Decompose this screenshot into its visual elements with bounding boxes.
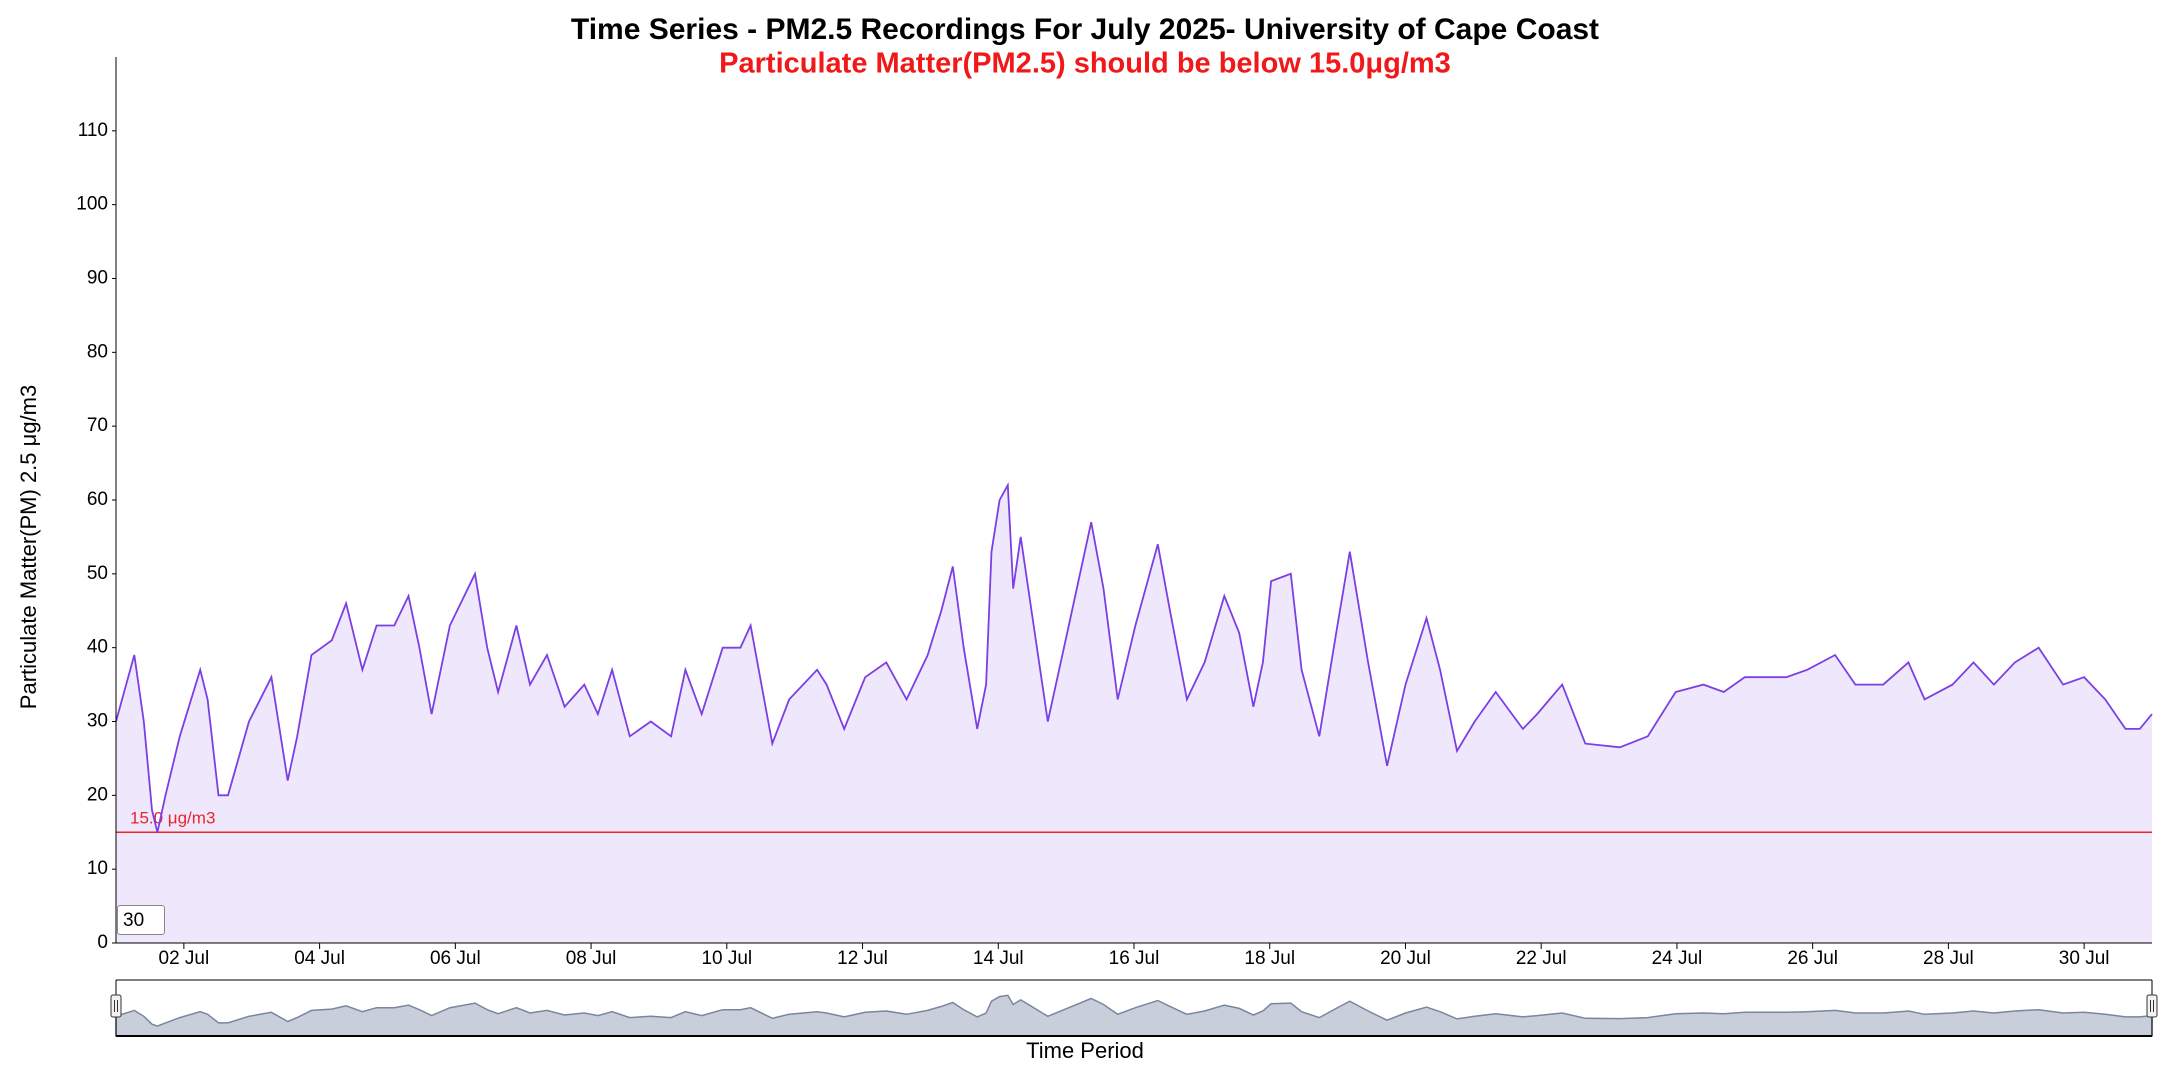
x-tick-label: 18 Jul	[1244, 948, 1295, 969]
y-tick-label: 40	[87, 637, 108, 658]
x-axis-label: Time Period	[1026, 1038, 1144, 1063]
x-tick-label: 24 Jul	[1652, 948, 1703, 969]
x-tick-label: 08 Jul	[566, 948, 617, 969]
y-tick-label: 70	[87, 415, 108, 436]
navigator-handle[interactable]	[110, 994, 122, 1018]
x-tick-label: 12 Jul	[837, 948, 888, 969]
x-tick-label: 28 Jul	[1923, 948, 1974, 969]
x-tick-label: 20 Jul	[1380, 948, 1431, 969]
x-tick-label: 16 Jul	[1109, 948, 1160, 969]
y-axis-label: Particulate Matter(PM) 2.5 μg/m3	[16, 385, 41, 709]
x-tick-label: 02 Jul	[159, 948, 210, 969]
y-tick-label: 100	[76, 194, 108, 215]
x-tick-label: 04 Jul	[294, 948, 345, 969]
area	[116, 485, 2152, 943]
y-tick-label: 30	[87, 711, 108, 732]
y-tick-label: 50	[87, 563, 108, 584]
line	[115, 482, 2153, 833]
threshold-label: 15.0 μg/m3	[130, 809, 215, 828]
x-tick-label: 14 Jul	[973, 948, 1024, 969]
y-tick-label: 110	[78, 120, 108, 141]
x-tick-label: 26 Jul	[1787, 948, 1838, 969]
y-tick-label: 80	[87, 341, 108, 362]
y-tick-label: 10	[87, 858, 108, 879]
navigator-series	[115, 994, 2153, 1037]
y-tick-label: 0	[97, 932, 108, 953]
chart-title: Time Series - PM2.5 Recordings For July …	[571, 13, 1599, 46]
x-tick-label: 06 Jul	[430, 948, 481, 969]
y-tick-label: 60	[87, 489, 108, 510]
y-tick-label: 20	[87, 784, 108, 805]
chart-subtitle: Particulate Matter(PM2.5) should be belo…	[719, 48, 1451, 80]
navigator-handle[interactable]	[2146, 994, 2158, 1018]
period-input[interactable]: 30	[117, 905, 165, 935]
y-tick-label: 90	[87, 268, 108, 289]
x-tick-label: 30 Jul	[2059, 948, 2110, 969]
x-tick-label: 22 Jul	[1516, 948, 1567, 969]
x-tick-label: 10 Jul	[701, 948, 752, 969]
